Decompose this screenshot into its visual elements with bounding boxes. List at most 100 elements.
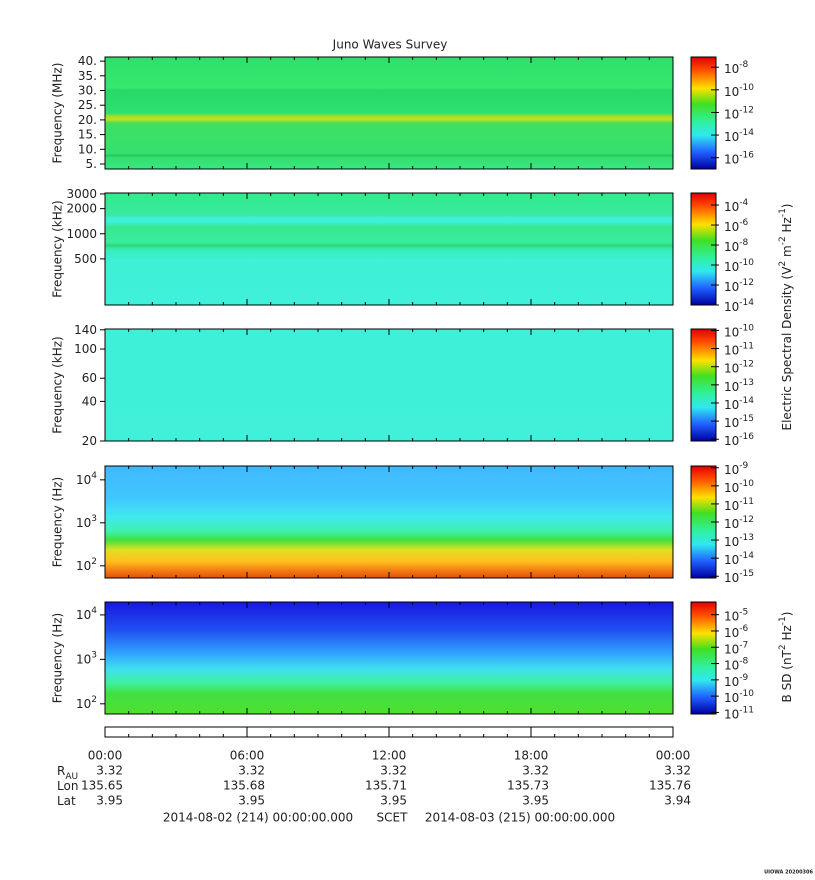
colorbar-tick-label: 10-10 [724, 689, 754, 705]
colorbar-tick-label: 10-16 [724, 150, 754, 166]
colorbar-tick-label: 10-12 [724, 359, 754, 375]
colorbar-tick-label-part: 10 [724, 397, 739, 411]
colorbar-label-part: Electric Spectral Density (V [780, 266, 794, 431]
ephemeris-value: 135.73 [507, 779, 549, 793]
colorbar-tick-label-part: 10 [724, 609, 739, 623]
y-tick-label-part: 5. [86, 157, 97, 171]
ephemeris-value: 3.95 [238, 794, 265, 808]
colorbar-tick-label: 10-11 [724, 496, 754, 512]
y-axis-label: Frequency (MHz) [51, 63, 65, 164]
colorbar-tick-label-part: -12 [739, 515, 754, 525]
colorbar-tick-label-part: 10 [724, 300, 739, 314]
y-axis-label: Frequency (kHz) [51, 200, 65, 297]
y-axis-label: Frequency (Hz) [51, 613, 65, 704]
colorbar-tick-label-part: 10 [724, 642, 739, 656]
colorbar-tick-label-part: 10 [724, 200, 739, 214]
colorbar-tick-label-part: 10 [724, 480, 739, 494]
y-tick-label-part: 10 [76, 515, 91, 529]
ephemeris-value: 135.71 [365, 779, 407, 793]
colorbar-tick-label: 10-13 [724, 533, 754, 549]
colorbar-tick-label-part: 10 [724, 535, 739, 549]
colorbar-tick-label-part: -11 [739, 705, 754, 715]
colorbar-tick-label-part: -8 [739, 60, 748, 70]
colorbar-tick-label-part: 10 [724, 107, 739, 121]
y-tick-label-part: 40. [78, 54, 97, 68]
colorbar-tick-label: 10-14 [724, 551, 754, 567]
y-tick-label-part: 25. [78, 98, 97, 112]
colorbar-tick-label-part: -10 [739, 82, 754, 92]
y-tick-label-part: 10 [76, 607, 91, 621]
colorbar-tick-label-part: -10 [739, 258, 754, 268]
colorbar-tick-label: 10-9 [724, 460, 749, 476]
colorbar-tick-label-part: -12 [739, 105, 754, 115]
colorbar-tick-label-part: 10 [724, 361, 739, 375]
y-tick-label-part: 100 [74, 342, 97, 356]
colorbar-tick-label-part: 10 [724, 462, 739, 476]
y-tick-label-part: 500 [74, 251, 97, 265]
colorbar-tick-label: 10-15 [724, 414, 754, 430]
colorbar-tick-label-part: 10 [724, 674, 739, 688]
colorbar-tick-label-part: -6 [739, 218, 748, 228]
colorbar-tick-label: 10-10 [724, 323, 754, 339]
y-tick-label-part: 140 [74, 322, 97, 336]
colorbar-label-part: 2 [778, 261, 788, 267]
colorbar-tick-label-part: -14 [739, 298, 754, 308]
colorbar-tick-label-part: -16 [739, 150, 754, 160]
y-tick-label-part: 2 [91, 556, 97, 566]
colorbar-label-part: -1 [778, 208, 788, 217]
colorbar-tick-label: 10-5 [724, 607, 748, 623]
colorbar-tick-label-part: 10 [724, 553, 739, 567]
colorbar-label-part: Hz [780, 217, 794, 236]
colorbar-tick-label-part: -5 [739, 607, 748, 617]
colorbar-tick-label-part: -10 [739, 478, 754, 488]
colorbar-tick-label-part: -10 [739, 689, 754, 699]
colorbar-label-part: Hz [780, 625, 794, 644]
colorbar-tick-label-part: -4 [739, 198, 748, 208]
colorbar-tick-label: 10-10 [724, 82, 754, 98]
y-tick-label: 104 [76, 470, 97, 486]
colorbar-tick-label: 10-14 [724, 395, 754, 411]
ephemeris-value: 3.95 [522, 794, 549, 808]
ephemeris-value: 3.95 [380, 794, 407, 808]
y-tick-label: 10. [78, 142, 97, 156]
colorbar-tick-label-part: -9 [739, 672, 748, 682]
y-tick-label-part: 35. [78, 68, 97, 82]
spectrogram [105, 602, 673, 714]
colorbar-tick-label-part: 10 [724, 625, 739, 639]
y-tick-label-part: 4 [91, 605, 97, 615]
x-tick-label: 18:00 [514, 749, 549, 763]
colorbar-tick-label: 10-6 [724, 623, 749, 639]
colorbar-tick-label-part: 10 [724, 220, 739, 234]
colorbar-tick-label-part: 10 [724, 571, 739, 585]
colorbar-tick-label-part: -12 [739, 359, 754, 369]
colorbar-tick-label-part: -14 [739, 128, 754, 138]
y-tick-label: 60 [82, 371, 97, 385]
ephemeris-label-part: R [57, 764, 65, 778]
colorbar-label: B SD (nT2 Hz-1) [778, 612, 794, 703]
y-tick-label: 20 [82, 434, 97, 448]
y-axis-label: Frequency (kHz) [51, 336, 65, 433]
ephemeris-value: 3.95 [96, 794, 123, 808]
colorbar [690, 601, 717, 715]
colorbar-tick-label-part: -16 [739, 432, 754, 442]
y-tick-label: 103 [76, 513, 97, 529]
x-tick-label: 00:00 [88, 749, 123, 763]
ephemeris-value: 3.32 [238, 764, 265, 778]
ephemeris-value: 3.32 [664, 764, 691, 778]
colorbar-label: Electric Spectral Density (V2 m-2 Hz-1) [778, 203, 794, 430]
colorbar-tick-label-part: 10 [724, 260, 739, 274]
colorbar [690, 56, 717, 170]
colorbar-tick-label-part: -8 [739, 656, 748, 666]
colorbar-tick-label: 10-8 [724, 656, 749, 672]
colorbar-tick-label-part: 10 [724, 658, 739, 672]
y-tick-label-part: 10 [76, 472, 91, 486]
y-tick-label-part: 3 [91, 513, 97, 523]
y-tick-label-part: 40 [82, 394, 97, 408]
y-tick-label-part: 10. [78, 142, 97, 156]
y-tick-label: 2000 [66, 201, 97, 215]
colorbar-label-part: B SD (nT [780, 649, 794, 702]
y-tick-label: 25. [78, 98, 97, 112]
colorbar-tick-label-part: -10 [739, 323, 754, 333]
colorbar-tick-label: 10-14 [724, 128, 754, 144]
